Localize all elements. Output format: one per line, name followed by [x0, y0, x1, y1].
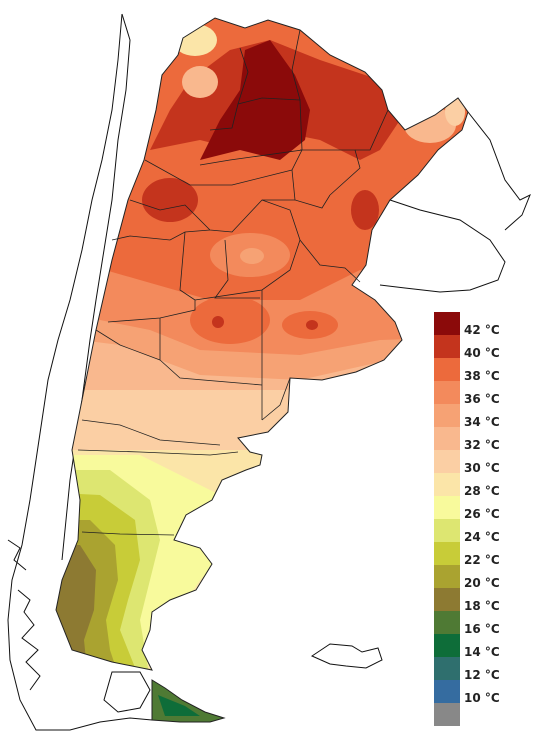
legend-label: 34 °C	[464, 415, 500, 429]
province-boundaries	[77, 29, 389, 536]
legend-swatch	[434, 703, 460, 726]
legend-row: 32 °C	[434, 427, 530, 452]
legend-swatch	[434, 358, 460, 381]
legend-label: 24 °C	[464, 530, 500, 544]
legend-swatch	[434, 381, 460, 404]
legend-row: 28 °C	[434, 473, 530, 498]
legend-label: 20 °C	[464, 576, 500, 590]
legend-label: 18 °C	[464, 599, 500, 613]
legend-swatch	[434, 335, 460, 358]
temperature-legend: 42 °C 40 °C 38 °C 36 °C 34 °C 32 °C 30 °C 28 °C…	[434, 312, 530, 726]
uruguay-outline	[379, 199, 506, 293]
legend-row: 42 °C	[434, 312, 530, 337]
legend-swatch	[434, 634, 460, 657]
legend-swatch	[434, 680, 460, 703]
legend-label: 12 °C	[464, 668, 500, 682]
legend-label: 22 °C	[464, 553, 500, 567]
legend-row	[434, 703, 530, 726]
legend-row: 34 °C	[434, 404, 530, 429]
legend-swatch	[434, 657, 460, 680]
tierra-del-fuego-west	[103, 671, 151, 713]
legend-swatch	[434, 473, 460, 496]
legend-label: 40 °C	[464, 346, 500, 360]
legend-swatch	[434, 450, 460, 473]
legend-row: 26 °C	[434, 496, 530, 521]
legend-row: 16 °C	[434, 611, 530, 636]
legend-swatch	[434, 496, 460, 519]
legend-label: 28 °C	[464, 484, 500, 498]
legend-row: 30 °C	[434, 450, 530, 475]
legend-label: 26 °C	[464, 507, 500, 521]
legend-label: 10 °C	[464, 691, 500, 705]
legend-label: 42 °C	[464, 323, 500, 337]
argentina-outline	[55, 17, 469, 671]
legend-swatch	[434, 404, 460, 427]
legend-label: 38 °C	[464, 369, 500, 383]
legend-row: 10 °C	[434, 680, 530, 705]
legend-row: 18 °C	[434, 588, 530, 613]
falkland-islands	[310, 643, 383, 669]
legend-row: 36 °C	[434, 381, 530, 406]
legend-label: 36 °C	[464, 392, 500, 406]
legend-swatch	[434, 427, 460, 450]
legend-swatch	[434, 565, 460, 588]
legend-swatch	[434, 519, 460, 542]
chile-coast-outline	[7, 13, 153, 731]
legend-row: 38 °C	[434, 358, 530, 383]
legend-label: 30 °C	[464, 461, 500, 475]
chile-inner-outline	[61, 13, 131, 561]
legend-label: 16 °C	[464, 622, 500, 636]
legend-row: 12 °C	[434, 657, 530, 682]
neighbour-outlines	[7, 13, 531, 731]
legend-row: 20 °C	[434, 565, 530, 590]
legend-swatch	[434, 611, 460, 634]
legend-swatch	[434, 588, 460, 611]
legend-row: 24 °C	[434, 519, 530, 544]
chile-archipelago	[7, 539, 41, 691]
legend-swatch	[434, 312, 460, 335]
legend-row: 40 °C	[434, 335, 530, 360]
legend-label: 14 °C	[464, 645, 500, 659]
legend-swatch	[434, 542, 460, 565]
legend-label: 32 °C	[464, 438, 500, 452]
legend-row: 22 °C	[434, 542, 530, 567]
legend-row: 14 °C	[434, 634, 530, 659]
brazil-outline	[467, 111, 531, 231]
